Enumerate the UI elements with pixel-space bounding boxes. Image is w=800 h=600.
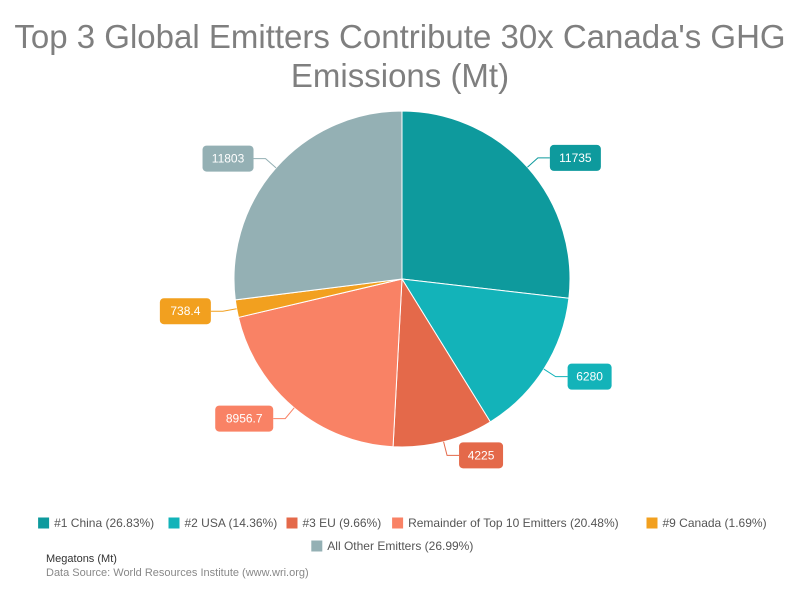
legend-swatch: [311, 540, 323, 552]
data-label-box: [459, 442, 504, 469]
legend-item[interactable]: Remainder of Top 10 Emitters (20.48%): [392, 516, 619, 530]
data-label: 6280: [567, 363, 612, 390]
data-label-box: [567, 363, 612, 390]
data-label-box: [215, 405, 274, 432]
legend-label: #3 EU (9.66%): [303, 516, 382, 530]
pie-slice[interactable]: [237, 278, 403, 448]
data-label-text: 8956.7: [226, 412, 263, 426]
data-label-box: [549, 144, 601, 171]
legend-swatch: [286, 517, 298, 529]
legend: #1 China (26.83%) #2 USA (14.36%) #3 EU (9…: [38, 516, 767, 553]
data-labels: 11735 6280 4225 8956.7 738.4 11803: [159, 144, 612, 469]
data-label-connectors: [210, 157, 568, 456]
data-label-text: 738.4: [170, 304, 200, 318]
legend-label: #9 Canada (1.69%): [663, 516, 767, 530]
data-label: 11803: [202, 145, 254, 172]
pie-slice[interactable]: [401, 110, 571, 299]
pie-slices: [233, 110, 571, 448]
chart-title-line-2: Emissions (Mt): [291, 57, 509, 94]
data-label: 11735: [549, 144, 601, 171]
legend-item[interactable]: All Other Emitters (26.99%): [311, 539, 473, 553]
legend-label: #1 China (26.83%): [54, 516, 154, 530]
data-label-text: 11803: [212, 152, 245, 166]
data-label: 8956.7: [215, 405, 274, 432]
legend-swatch: [392, 517, 404, 529]
legend-swatch: [38, 517, 50, 529]
data-label-text: 11735: [559, 151, 592, 165]
data-label-connector: [443, 441, 460, 456]
legend-label: #2 USA (14.36%): [185, 516, 278, 530]
data-label-connector: [527, 157, 550, 168]
pie-slice[interactable]: [233, 110, 403, 301]
legend-label: All Other Emitters (26.99%): [327, 539, 473, 553]
legend-item[interactable]: #1 China (26.83%): [38, 516, 154, 530]
data-label-box: [159, 298, 211, 325]
data-label-connector: [210, 308, 237, 312]
legend-item[interactable]: #3 EU (9.66%): [286, 516, 382, 530]
legend-item[interactable]: #2 USA (14.36%): [168, 516, 278, 530]
data-label: 4225: [459, 442, 504, 469]
data-label-connector: [253, 158, 277, 169]
data-label-connector: [273, 407, 295, 420]
data-label-box: [202, 145, 254, 172]
legend-swatch: [168, 517, 180, 529]
legend-item[interactable]: #9 Canada (1.69%): [646, 516, 767, 530]
data-label: 738.4: [159, 298, 211, 325]
unit-note: Megatons (Mt): [46, 553, 117, 565]
data-source-note: Data Source: World Resources Institute (…: [46, 567, 309, 579]
chart-title-line-1: Top 3 Global Emitters Contribute 30x Can…: [14, 18, 785, 55]
legend-swatch: [646, 517, 658, 529]
data-label-text: 6280: [576, 370, 603, 384]
legend-label: Remainder of Top 10 Emitters (20.48%): [408, 516, 619, 530]
data-label-connector: [543, 368, 568, 378]
data-label-text: 4225: [468, 448, 495, 462]
pie-slice[interactable]: [401, 278, 570, 423]
